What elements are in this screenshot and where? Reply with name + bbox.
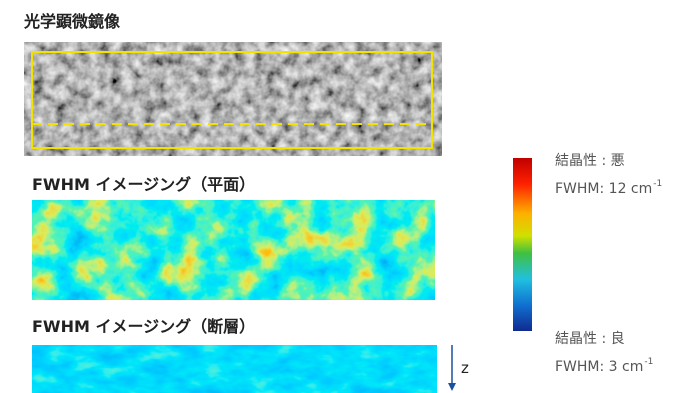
optical-image — [24, 42, 442, 156]
colorbar — [513, 158, 532, 331]
page: 光学顕微鏡像 FWHM イメージング（平面） FWHM イメージング（断層） z… — [0, 0, 694, 393]
fwhm-section-image — [32, 345, 437, 393]
colorbar-exponent: -1 — [653, 179, 662, 189]
fwhm-plane-image — [32, 200, 435, 300]
panel-title: FWHM イメージング（断層） — [32, 317, 255, 336]
colorbar-value: FWHM: 3 cm — [555, 359, 643, 375]
colorbar-value: FWHM: 12 cm — [555, 181, 652, 197]
colorbar-exponent: -1 — [644, 357, 653, 367]
colorbar-label: 結晶性 : 悪 — [555, 153, 625, 169]
z-arrow-head — [448, 383, 456, 391]
colorbar-label: 結晶性 : 良 — [555, 331, 625, 347]
panel-title: 光学顕微鏡像 — [23, 12, 121, 31]
figure: 光学顕微鏡像 FWHM イメージング（平面） FWHM イメージング（断層） z… — [0, 0, 694, 393]
panel-title: FWHM イメージング（平面） — [32, 175, 255, 194]
axis-label: z — [461, 359, 469, 377]
